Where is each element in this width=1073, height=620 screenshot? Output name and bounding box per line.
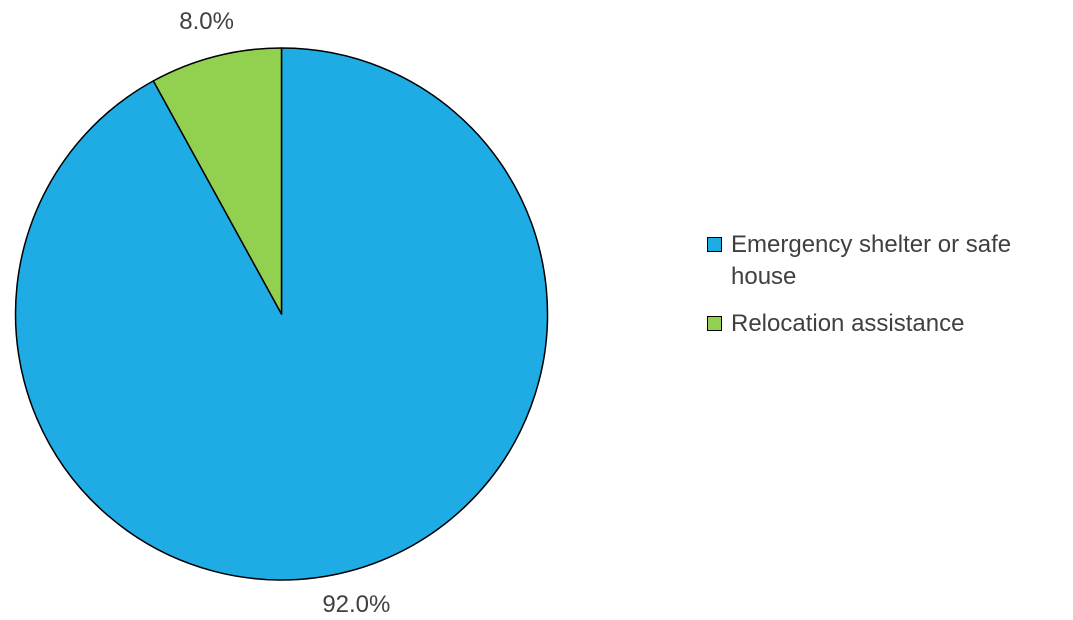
legend-item-relocation-assistance: Relocation assistance	[707, 308, 1067, 340]
legend-label-relocation-assistance: Relocation assistance	[731, 310, 965, 337]
legend-label-emergency-shelter: Emergency shelter or safe house	[731, 231, 1012, 290]
pie-data-labels: 92.0% 8.0%	[179, 8, 390, 618]
data-label-emergency-shelter: 92.0%	[322, 591, 390, 618]
pie-slices	[14, 47, 549, 581]
legend: Emergency shelter or safe house Relocati…	[707, 229, 1067, 355]
pie-slice-relocation-assistance	[152, 47, 283, 315]
legend-swatch-relocation-assistance	[707, 316, 722, 331]
data-label-relocation-assistance: 8.0%	[179, 8, 234, 35]
legend-item-emergency-shelter: Emergency shelter or safe house	[707, 229, 1067, 293]
legend-swatch-emergency-shelter	[707, 237, 722, 252]
